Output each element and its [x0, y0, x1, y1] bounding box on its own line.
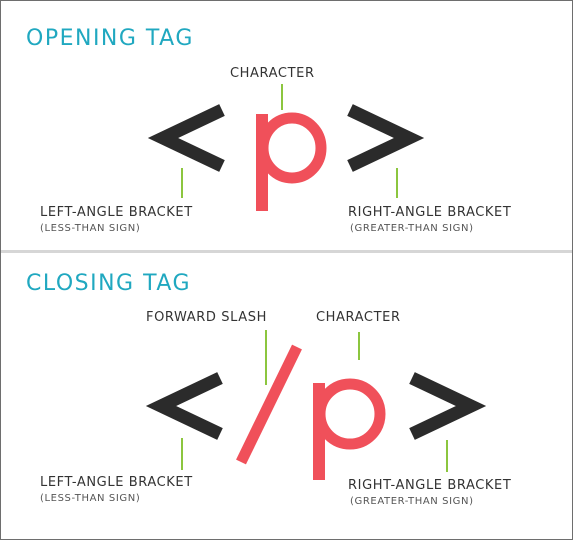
closing-slash-label: FORWARD SLASH: [146, 310, 267, 325]
closing-left-bracket-sublabel: (LESS-THAN SIGN): [40, 493, 141, 504]
closing-forward-slash: [236, 344, 302, 465]
closing-character-pointer: [358, 332, 360, 360]
opening-left-angle-bracket: [147, 104, 225, 172]
closing-right-bracket-sublabel: (GREATER-THAN SIGN): [350, 496, 474, 507]
closing-character-label: CHARACTER: [316, 310, 401, 325]
closing-slash-pointer: [265, 330, 267, 385]
opening-right-bracket-pointer: [396, 168, 398, 198]
closing-tag-heading: CLOSING TAG: [26, 271, 192, 296]
opening-character-p: [256, 112, 327, 211]
opening-left-bracket-sublabel: (LESS-THAN SIGN): [40, 223, 141, 234]
closing-left-angle-bracket: [145, 372, 223, 440]
closing-right-angle-bracket: [409, 372, 487, 440]
opening-right-bracket-label: RIGHT-ANGLE BRACKET: [348, 205, 512, 220]
closing-right-bracket-label: RIGHT-ANGLE BRACKET: [348, 478, 512, 493]
section-divider: [1, 250, 572, 253]
opening-right-angle-bracket: [347, 104, 425, 172]
opening-left-bracket-pointer: [181, 168, 183, 198]
opening-character-label: CHARACTER: [230, 66, 315, 81]
closing-character-p: [313, 378, 386, 480]
opening-left-bracket-label: LEFT-ANGLE BRACKET: [40, 205, 193, 220]
closing-left-bracket-label: LEFT-ANGLE BRACKET: [40, 475, 193, 490]
closing-right-bracket-pointer: [446, 440, 448, 472]
opening-right-bracket-sublabel: (GREATER-THAN SIGN): [350, 223, 474, 234]
opening-tag-heading: OPENING TAG: [26, 26, 194, 51]
opening-character-pointer: [281, 84, 283, 110]
closing-left-bracket-pointer: [181, 438, 183, 470]
